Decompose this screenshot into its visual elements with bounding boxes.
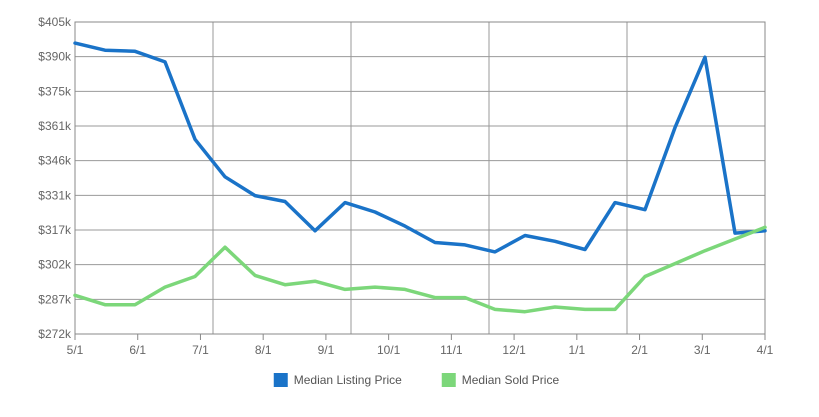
legend-label: Median Sold Price bbox=[462, 373, 560, 387]
legend-swatch bbox=[441, 373, 456, 387]
x-tick-label: 3/1 bbox=[694, 343, 711, 357]
legend-swatch bbox=[273, 373, 288, 387]
legend: Median Listing Price Median Sold Price bbox=[273, 373, 560, 387]
y-tick-label: $317k bbox=[38, 223, 72, 237]
plot-border bbox=[74, 21, 766, 335]
y-tick-label: $405k bbox=[38, 15, 72, 29]
series-line-1 bbox=[73, 41, 767, 254]
x-tick-label: 12/1 bbox=[502, 343, 526, 357]
y-tick-label: $272k bbox=[38, 327, 72, 341]
axes: $405k $390k $375k $361k $346k $331k $317k $302k… bbox=[38, 15, 773, 357]
y-tick-label: $287k bbox=[38, 292, 72, 306]
legend-label: Median Listing Price bbox=[294, 373, 402, 387]
x-tick-label: 7/1 bbox=[192, 343, 209, 357]
y-tick-label: $346k bbox=[38, 154, 72, 168]
y-tick-label: $361k bbox=[38, 119, 72, 133]
x-tick-label: 8/1 bbox=[255, 343, 272, 357]
y-tick-label: $390k bbox=[38, 50, 72, 64]
y-tick-label: $302k bbox=[38, 258, 72, 272]
grid bbox=[74, 21, 766, 335]
x-tick-label: 5/1 bbox=[67, 343, 84, 357]
x-tick-label: 4/1 bbox=[757, 343, 774, 357]
x-tick-label: 6/1 bbox=[129, 343, 146, 357]
x-tick-label: 10/1 bbox=[377, 343, 401, 357]
y-tick-label: $331k bbox=[38, 188, 72, 202]
x-tick-label: 11/1 bbox=[440, 343, 463, 357]
x-tick-label: 2/1 bbox=[631, 343, 648, 357]
x-tick-label: 1/1 bbox=[568, 343, 585, 357]
series-lines bbox=[73, 41, 767, 314]
x-tick-label: 9/1 bbox=[318, 343, 335, 357]
y-tick-label: $375k bbox=[38, 84, 72, 98]
series-line-2 bbox=[73, 225, 767, 314]
